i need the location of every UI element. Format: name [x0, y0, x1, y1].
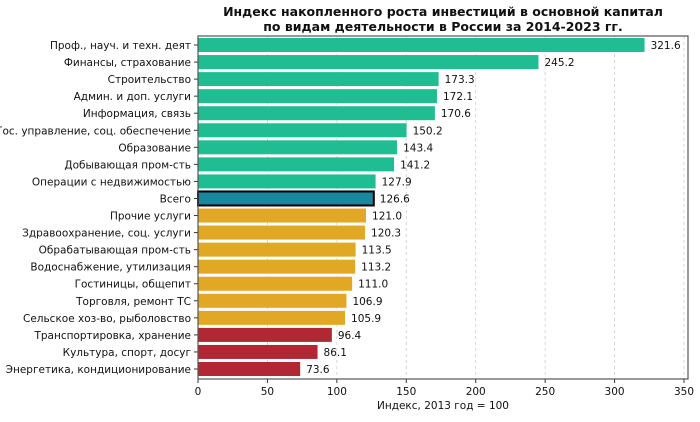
chart-title-line-2: по видам деятельности в России за 2014-2…: [263, 19, 622, 34]
bar: [198, 157, 395, 172]
value-label: 141.2: [400, 159, 430, 171]
bar: [198, 310, 346, 325]
bar: [198, 89, 437, 104]
value-label: 86.1: [324, 347, 347, 359]
chart-title-line-1: Индекс накопленного роста инвестиций в о…: [223, 4, 663, 19]
y-tick-label: Культура, спорт, досуг: [63, 347, 191, 359]
x-tick-label: 350: [674, 386, 694, 398]
bar: [198, 140, 398, 155]
y-tick-label: Проф., науч. и техн. деят: [50, 40, 191, 52]
x-tick-label: 250: [535, 386, 555, 398]
bar: [198, 55, 539, 70]
x-tick-label: 50: [261, 386, 274, 398]
value-label: 126.6: [380, 193, 410, 205]
y-tick-label: Операции с недвижимостью: [32, 176, 191, 188]
bar: [198, 259, 356, 274]
bar: [198, 123, 407, 138]
y-tick-label: Транспортировка, хранение: [33, 330, 191, 342]
y-tick-label: Торговля, ремонт ТС: [75, 296, 191, 308]
bar: [198, 72, 439, 87]
y-tick-label: Прочие услуги: [110, 211, 191, 223]
value-label: 172.1: [443, 91, 473, 103]
value-label: 173.3: [445, 74, 475, 86]
value-label: 120.3: [371, 228, 401, 240]
value-label: 121.0: [372, 211, 402, 223]
y-tick-label: Гос. управление, соц. обеспечение: [0, 125, 191, 137]
value-label: 106.9: [352, 296, 382, 308]
y-tick-label: Гостиницы, общепит: [75, 279, 191, 291]
value-label: 245.2: [544, 57, 574, 69]
bar: [198, 174, 376, 189]
y-tick-label: Образование: [118, 142, 191, 154]
value-label: 143.4: [403, 142, 433, 154]
y-tick-label: Админ. и доп. услуги: [74, 91, 191, 103]
bar: [198, 106, 435, 121]
bar: [198, 225, 366, 240]
x-tick-label: 150: [396, 386, 416, 398]
value-label: 105.9: [351, 313, 381, 325]
y-tick-label: Строительство: [108, 74, 191, 86]
value-label: 150.2: [413, 125, 443, 137]
y-tick-label: Добывающая пром-сть: [64, 159, 191, 171]
y-tick-label: Финансы, страхование: [64, 57, 191, 69]
bar: [198, 276, 353, 291]
bar: [198, 242, 356, 257]
bar: [198, 208, 367, 223]
x-tick-label: 0: [195, 386, 202, 398]
value-label: 111.0: [358, 279, 388, 291]
value-label: 113.2: [361, 262, 391, 274]
y-tick-label: Информация, связь: [83, 108, 191, 120]
value-label: 321.6: [651, 40, 681, 52]
y-tick-label: Водоснабжение, утилизация: [30, 262, 191, 274]
bar: [198, 327, 332, 342]
value-label: 127.9: [382, 176, 412, 188]
bar: [198, 344, 318, 359]
value-label: 96.4: [338, 330, 362, 342]
bar: [198, 293, 347, 308]
x-axis-label: Индекс, 2013 год = 100: [377, 400, 509, 412]
y-tick-label: Энергетика, кондиционирование: [6, 364, 191, 376]
y-tick-label: Обрабатывающая пром-сть: [39, 245, 191, 257]
bar: [198, 38, 645, 52]
x-tick-label: 200: [466, 386, 486, 398]
bar: [198, 362, 301, 376]
x-tick-label: 100: [327, 386, 347, 398]
y-tick-label: Всего: [160, 193, 191, 205]
y-tick-label: Сельское хоз-во, рыболовство: [23, 313, 191, 325]
y-tick-label: Здравоохранение, соц. услуги: [22, 228, 191, 240]
bar: [197, 190, 375, 207]
x-tick-label: 300: [605, 386, 625, 398]
plot-frame: [197, 35, 689, 380]
value-label: 113.5: [362, 245, 392, 257]
value-label: 170.6: [441, 108, 471, 120]
value-label: 73.6: [306, 364, 330, 376]
